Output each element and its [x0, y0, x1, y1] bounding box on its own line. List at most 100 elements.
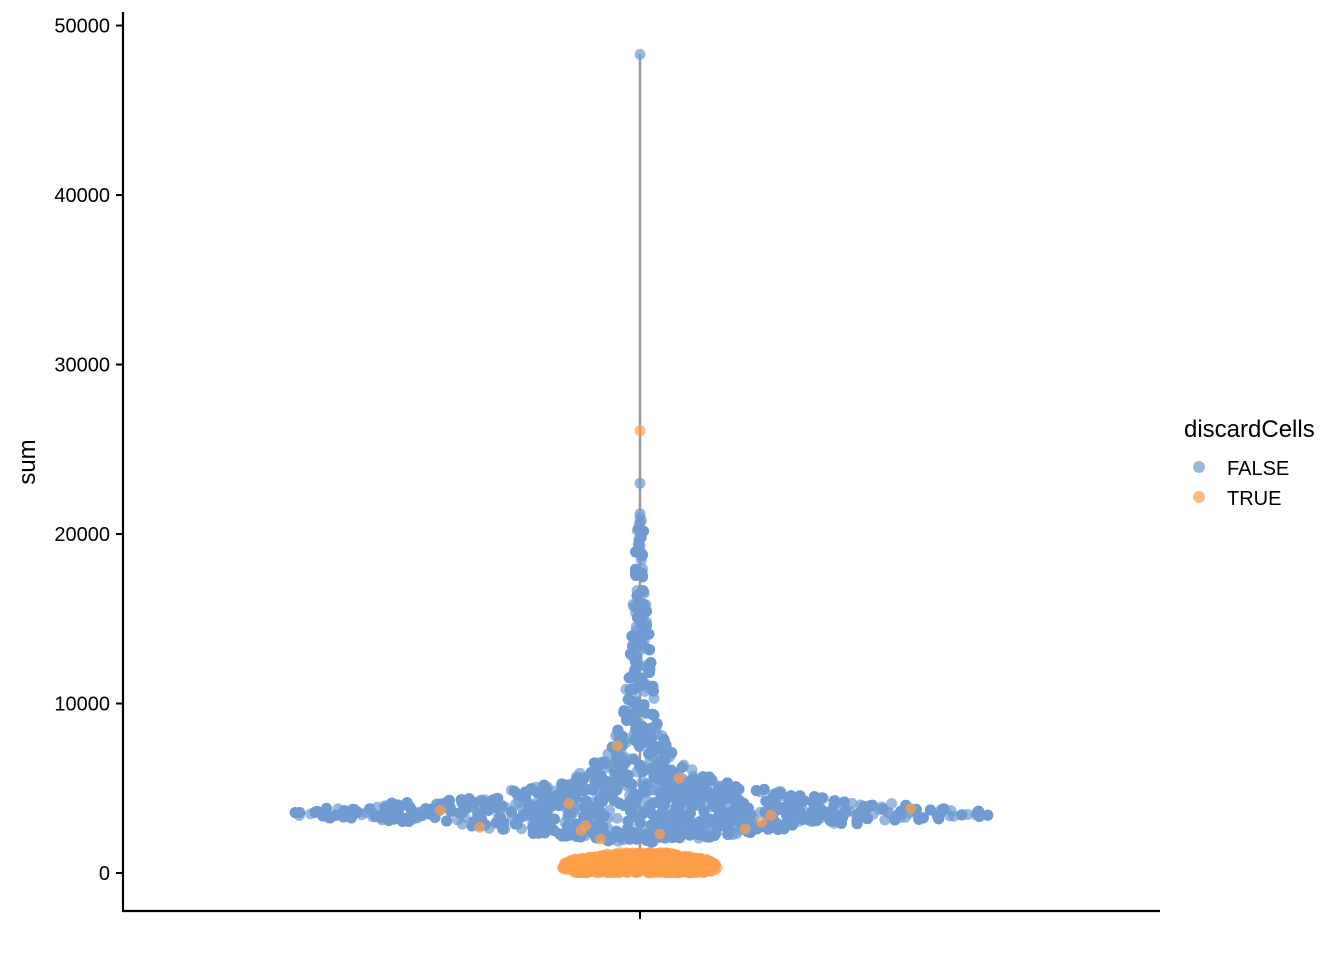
data-point-false [982, 809, 994, 821]
data-point-false [666, 810, 678, 822]
data-point-false [637, 766, 649, 777]
data-point-false [794, 805, 806, 817]
data-point-false [623, 672, 635, 684]
data-point-false [454, 807, 466, 819]
data-point-false [289, 807, 301, 819]
data-point-false [573, 781, 584, 793]
data-point-false [635, 615, 647, 627]
data-point-false [627, 791, 639, 803]
data-point-false [364, 803, 376, 815]
data-point-false [555, 793, 567, 804]
data-point-false [505, 806, 517, 818]
data-point-false [664, 821, 676, 833]
data-point-false [745, 808, 757, 820]
data-point-false [697, 788, 709, 800]
data-point-false [405, 804, 417, 815]
data-point-false [630, 656, 642, 668]
data-point-false [658, 798, 670, 810]
data-point-false [640, 735, 652, 747]
data-point-false [593, 794, 605, 806]
data-point-false [838, 796, 850, 808]
data-point-false [853, 807, 865, 819]
data-point-false [564, 806, 576, 818]
data-point-false [531, 786, 543, 798]
data-point-false [666, 832, 678, 843]
data-point-false [494, 811, 506, 823]
data-point-false [956, 809, 968, 821]
data-point-false [585, 767, 597, 778]
data-point-false [712, 786, 724, 798]
data-point-false [479, 798, 491, 810]
data-point-false [886, 798, 898, 810]
data-point-false [643, 628, 655, 640]
data-point-false [750, 785, 762, 796]
data-point-false [764, 796, 776, 808]
data-point-false [718, 818, 730, 830]
data-point-false [548, 824, 560, 836]
data-point-false [522, 798, 534, 810]
data-point-false [488, 794, 500, 805]
data-point-false [924, 804, 936, 816]
data-point-false [443, 794, 455, 806]
data-point-false [618, 705, 630, 717]
data-point-false [338, 805, 350, 817]
data-point-false [348, 804, 360, 816]
data-point-false [587, 784, 599, 796]
data-point-false [445, 805, 457, 817]
data-point-false [496, 800, 508, 812]
data-point-false [512, 813, 524, 825]
data-point-false [621, 823, 633, 835]
data-point-false [599, 779, 611, 791]
data-point-false [596, 809, 608, 821]
data-point-false [637, 721, 649, 733]
data-point-false [627, 800, 639, 811]
data-point-false [634, 48, 646, 60]
data-point-false [330, 809, 342, 821]
data-point-false [317, 810, 329, 822]
data-point-false [546, 800, 558, 812]
data-point-false [637, 585, 649, 597]
data-point-false [917, 812, 929, 824]
data-point-false [698, 805, 710, 817]
data-point-false [608, 777, 620, 788]
data-point-false [835, 817, 847, 829]
data-point-false [801, 813, 813, 825]
data-point-false [648, 746, 660, 758]
data-point-false [689, 793, 701, 805]
data-point-false [578, 772, 590, 784]
data-point-false [469, 797, 481, 808]
data-point-false [831, 809, 843, 821]
data-point-false [529, 812, 541, 823]
data-point-false [539, 815, 551, 827]
data-point-false [630, 833, 642, 845]
data-point-false [611, 812, 623, 824]
data-point-false [709, 817, 721, 829]
data-point-false [645, 722, 657, 734]
data-point-false [877, 803, 889, 815]
data-point-false [548, 813, 560, 825]
data-point-false [649, 818, 661, 829]
data-point-false [808, 791, 820, 803]
data-point-false [383, 815, 395, 826]
data-point-false [538, 779, 550, 791]
data-point-false [581, 800, 593, 811]
data-point-false [730, 781, 742, 793]
data-point-false [441, 815, 453, 827]
data-point-false [663, 771, 675, 783]
data-point-false [397, 815, 409, 827]
plot-marks [289, 48, 994, 879]
data-point-false [794, 790, 806, 802]
data-point-false [644, 799, 656, 811]
data-point-false [634, 540, 646, 552]
data-point-false [689, 773, 701, 785]
data-point-false [535, 803, 546, 815]
data-point-false [644, 644, 655, 656]
data-point-false [704, 831, 716, 843]
data-point-false [645, 657, 657, 669]
data-point-false [578, 811, 590, 823]
data-point-false [634, 477, 646, 489]
data-point-false [973, 805, 985, 817]
data-point-false [380, 803, 392, 815]
data-point-false [764, 821, 776, 833]
